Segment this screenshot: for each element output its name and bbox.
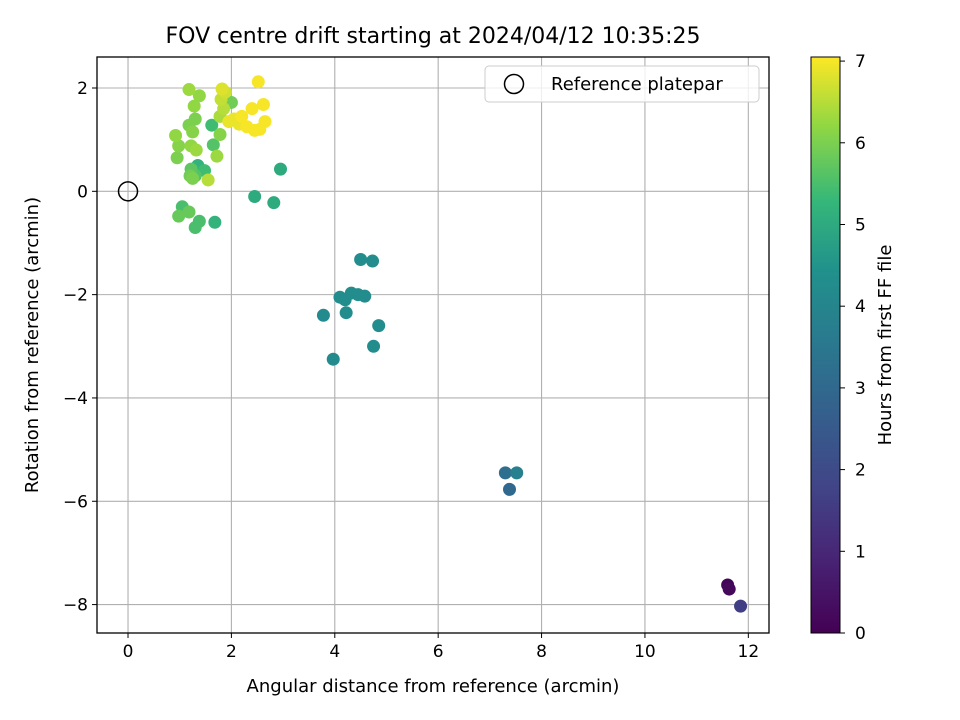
data-point: [251, 75, 265, 89]
colorbar-gradient: [811, 57, 840, 633]
x-tick-label: 0: [123, 642, 134, 662]
data-point: [498, 466, 512, 480]
data-point: [189, 143, 203, 157]
legend-label: Reference platepar: [551, 74, 723, 95]
data-point: [188, 220, 202, 234]
reference-platepar-marker: [117, 181, 139, 202]
y-tick-label: −4: [63, 389, 88, 409]
data-point: [316, 308, 330, 322]
x-tick-label: 8: [536, 642, 547, 662]
colorbar-tick-label: 4: [855, 297, 866, 317]
data-point: [245, 102, 259, 116]
data-point: [213, 127, 227, 141]
legend-open-circle-marker: [503, 73, 525, 95]
colorbar-tick-label: 2: [855, 461, 866, 481]
data-point: [205, 118, 219, 132]
data-point: [210, 149, 224, 163]
chart-title: FOV centre drift starting at 2024/04/12 …: [166, 24, 701, 49]
data-point: [208, 215, 222, 229]
data-point: [503, 482, 517, 496]
colorbar-label: Hours from first FF file: [875, 245, 896, 446]
data-point: [367, 339, 381, 353]
colorbar-frame: [810, 56, 841, 634]
y-tick-label: −2: [63, 286, 88, 306]
x-axis-ticks: 0 2 4 6 8 10 12: [123, 633, 760, 662]
colorbar-tick-label: 0: [855, 624, 866, 644]
data-point: [366, 254, 380, 268]
data-point: [182, 83, 196, 97]
colorbar-tick-label: 3: [855, 379, 866, 399]
data-point: [372, 319, 386, 333]
data-point: [182, 205, 196, 219]
data-point: [215, 82, 229, 96]
data-point: [235, 109, 249, 123]
colorbar-tick-label: 5: [855, 215, 866, 235]
y-tick-label: 2: [77, 79, 88, 99]
data-point: [187, 99, 201, 113]
x-tick-label: 4: [329, 642, 340, 662]
data-point: [510, 466, 524, 480]
colorbar: 0 1 2 3 4 5 6 7 Hours from first FF file: [810, 52, 896, 644]
data-point: [258, 115, 272, 129]
data-point: [170, 151, 184, 165]
data-point: [274, 162, 288, 176]
data-points: [169, 75, 748, 613]
colorbar-tick-label: 7: [855, 52, 866, 72]
y-axis-label: Rotation from reference (arcmin): [22, 197, 43, 493]
data-point: [267, 196, 281, 210]
legend-box: Reference platepar: [484, 65, 760, 103]
reference-marker-layer: [117, 181, 139, 202]
grid-lines: [97, 57, 769, 633]
plot-frame: [96, 56, 770, 634]
colorbar-tick-label: 1: [855, 542, 866, 562]
data-point: [169, 129, 183, 143]
y-axis-ticks: 2 0 −2 −4 −6 −8: [63, 79, 97, 616]
x-tick-label: 12: [738, 642, 760, 662]
data-point: [354, 253, 368, 267]
data-point: [172, 139, 186, 153]
y-tick-label: −6: [63, 492, 88, 512]
data-point: [734, 599, 748, 613]
x-tick-label: 2: [226, 642, 237, 662]
data-point: [358, 289, 372, 303]
data-point: [186, 125, 200, 139]
data-point: [192, 89, 206, 103]
data-point: [206, 138, 220, 152]
data-point: [339, 306, 353, 320]
y-tick-label: −8: [63, 596, 88, 616]
x-tick-label: 10: [634, 642, 656, 662]
data-point: [326, 352, 340, 366]
x-tick-label: 6: [433, 642, 444, 662]
colorbar-ticks: 0 1 2 3 4 5 6 7: [840, 52, 866, 644]
data-point: [248, 189, 262, 203]
data-point: [172, 209, 186, 223]
data-point: [186, 171, 200, 185]
legend-frame: [484, 65, 760, 103]
x-axis-label: Angular distance from reference (arcmin): [247, 676, 620, 697]
y-tick-label: 0: [77, 182, 88, 202]
data-point: [256, 98, 270, 112]
data-point: [722, 582, 736, 596]
colorbar-tick-label: 6: [855, 134, 866, 154]
data-point: [201, 173, 215, 187]
